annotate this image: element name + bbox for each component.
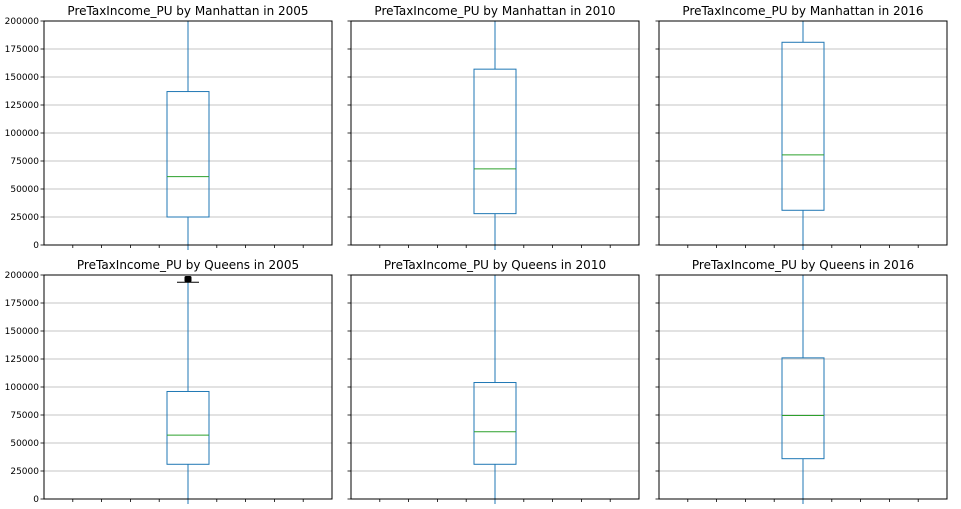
axes-frame bbox=[350, 20, 640, 246]
axes-frame bbox=[350, 274, 640, 500]
y-tick-label: 150000 bbox=[5, 73, 40, 83]
axes-frame bbox=[658, 274, 948, 500]
y-tick-label: 25000 bbox=[10, 213, 39, 223]
subplot-title: PreTaxIncome_PU by Manhattan in 2005 bbox=[67, 4, 308, 18]
iqr-box bbox=[781, 357, 825, 460]
subplot-title: PreTaxIncome_PU by Manhattan in 2016 bbox=[682, 4, 923, 18]
iqr-box bbox=[781, 41, 825, 211]
subplot-panel: 0 25000 50000 75000 100000 125000 150000 175000… bbox=[5, 4, 333, 251]
y-tick-label: 200000 bbox=[5, 17, 40, 27]
iqr-box bbox=[473, 68, 517, 215]
y-tick-label: 150000 bbox=[5, 327, 40, 337]
y-tick-label: 25000 bbox=[10, 467, 39, 477]
subplot-panel: PreTaxIncome_PU by Manhattan in 2010 bbox=[347, 4, 640, 250]
subplot-panel: PreTaxIncome_PU by Queens in 2010 bbox=[347, 258, 640, 504]
subplot-title: PreTaxIncome_PU by Queens in 2010 bbox=[384, 258, 606, 272]
y-tick-label: 75000 bbox=[10, 157, 39, 167]
y-tick-label: 100000 bbox=[5, 129, 40, 139]
iqr-box bbox=[473, 382, 517, 465]
y-tick-label: 100000 bbox=[5, 383, 40, 393]
iqr-box bbox=[166, 91, 210, 218]
y-tick-label: 75000 bbox=[10, 411, 39, 421]
y-tick-label: 50000 bbox=[10, 185, 39, 195]
subplot-panel: 0 25000 50000 75000 100000 125000 150000 175000… bbox=[5, 258, 333, 505]
y-tick-label: 125000 bbox=[5, 101, 40, 111]
outlier-markers bbox=[184, 276, 192, 283]
subplot-title: PreTaxIncome_PU by Queens in 2005 bbox=[77, 258, 299, 272]
y-tick-label: 175000 bbox=[5, 45, 40, 55]
y-tick-label: 175000 bbox=[5, 299, 40, 309]
subplot-title: PreTaxIncome_PU by Manhattan in 2010 bbox=[374, 4, 615, 18]
iqr-box bbox=[166, 390, 210, 465]
axes-frame bbox=[43, 274, 333, 500]
y-tick-label: 50000 bbox=[10, 439, 39, 449]
subplot-grid: 0 25000 50000 75000 100000 125000 150000 175000… bbox=[5, 4, 948, 505]
subplot-panel: PreTaxIncome_PU by Manhattan in 2016 bbox=[655, 4, 948, 250]
axes-frame bbox=[43, 20, 333, 246]
y-tick-label: 125000 bbox=[5, 355, 40, 365]
y-tick-label: 200000 bbox=[5, 271, 40, 281]
y-tick-label: 0 bbox=[33, 241, 39, 251]
subplot-panel: PreTaxIncome_PU by Queens in 2016 bbox=[655, 258, 948, 504]
axes-frame bbox=[658, 20, 948, 246]
y-tick-label: 0 bbox=[33, 495, 39, 505]
subplot-title: PreTaxIncome_PU by Queens in 2016 bbox=[692, 258, 914, 272]
